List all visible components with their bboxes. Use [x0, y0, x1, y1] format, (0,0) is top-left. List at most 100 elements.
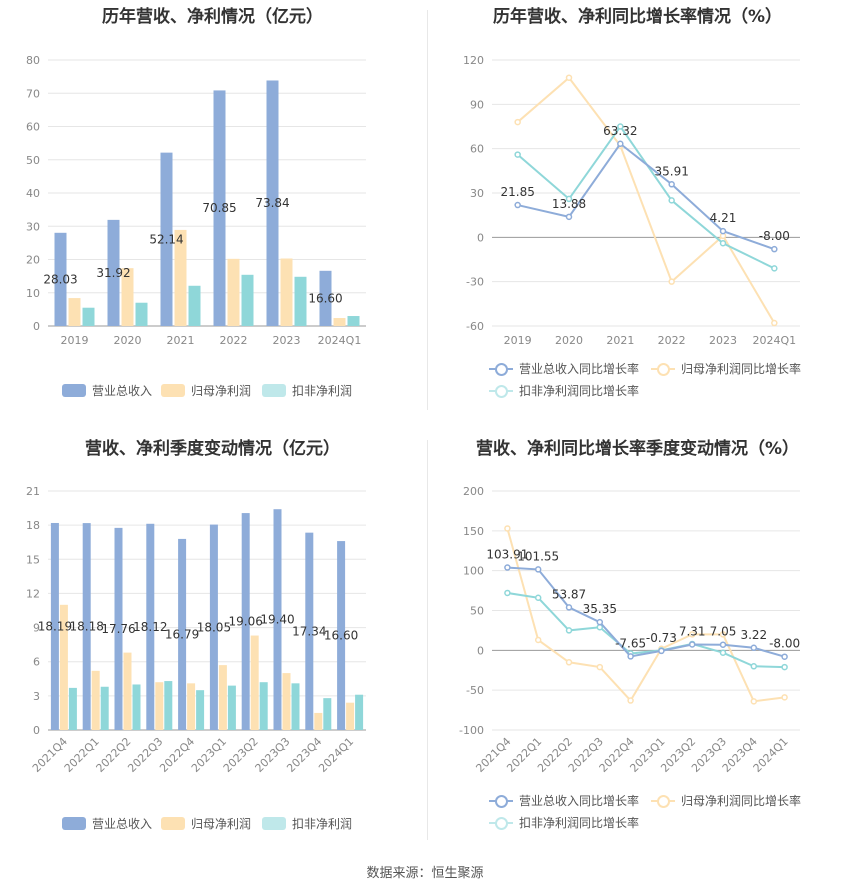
x-tick-label: 2021 — [167, 334, 195, 347]
data-point — [781, 653, 788, 660]
x-tick-label: 2021 — [606, 334, 634, 347]
data-point — [565, 604, 573, 611]
y-tick-label: 70 — [26, 87, 40, 100]
chart-quarterly-growth-rate: 营收、净利同比增长率季度变动情况（%） -100 -50 0 50 100 150 200 2… — [425, 430, 850, 860]
bar — [188, 285, 201, 326]
legend-swatch — [489, 816, 513, 830]
data-label: 18.19 — [38, 619, 72, 633]
data-label: 17.34 — [292, 624, 326, 638]
bar — [59, 604, 68, 730]
bar — [121, 268, 134, 326]
data-point — [596, 663, 604, 671]
legend-item-revenue-growth[interactable]: 营业总收入同比增长率 — [489, 360, 639, 377]
legend-item-deducted-growth[interactable]: 扣非净利润同比增长率 — [489, 814, 639, 831]
bar — [227, 258, 240, 326]
data-point — [688, 631, 696, 638]
legend-item-deducted-growth[interactable]: 扣非净利润同比增长率 — [489, 382, 639, 399]
bar — [347, 316, 360, 326]
data-point — [781, 663, 788, 671]
legend-swatch — [62, 384, 86, 397]
data-label: 28.03 — [43, 272, 77, 286]
data-point — [534, 636, 542, 644]
legend-item-deducted-profit[interactable]: 扣非净利润 — [262, 815, 352, 832]
legend-swatch — [489, 362, 513, 376]
y-tick-label: 200 — [463, 485, 484, 498]
data-point — [617, 140, 624, 148]
data-label: 18.05 — [197, 620, 231, 634]
legend-swatch — [161, 384, 185, 397]
y-tick-label: 80 — [26, 54, 40, 67]
legend-item-deducted-profit[interactable]: 扣非净利润 — [262, 382, 352, 399]
y-tick-label: 150 — [463, 525, 484, 538]
bar — [241, 274, 254, 326]
data-point — [596, 618, 604, 626]
legend-item-net-profit[interactable]: 归母净利润 — [161, 815, 251, 832]
legend-swatch — [262, 384, 286, 397]
y-tick-label: 18 — [26, 519, 40, 532]
data-label: -8.00 — [769, 637, 800, 651]
x-tick-label: 2022 — [658, 334, 686, 347]
data-point — [771, 265, 778, 272]
y-tick-label: 30 — [470, 187, 484, 200]
data-point — [750, 644, 758, 652]
data-label: 63.32 — [603, 124, 637, 138]
data-label: 16.60 — [324, 629, 358, 643]
bar — [209, 524, 218, 730]
chart-quarterly-revenue-profit: 营收、净利季度变动情况（亿元） 0 3 6 9 12 15 18 21 2021Q4 2022Q1… — [0, 430, 425, 860]
data-label: 21.85 — [500, 185, 534, 199]
legend-swatch — [489, 794, 513, 808]
data-label: 73.84 — [255, 196, 289, 210]
bar — [174, 229, 187, 326]
chart-annual-growth-rate: 历年营收、净利同比增长率情况（%） -60 -30 0 30 60 90 120 2019 20… — [425, 0, 850, 430]
data-point — [534, 566, 542, 573]
legend-item-net-profit-growth[interactable]: 归母净利润同比增长率 — [651, 360, 801, 377]
bar — [323, 698, 332, 730]
data-point — [658, 647, 665, 655]
legend-label: 归母净利润同比增长率 — [681, 794, 802, 808]
legend-item-revenue[interactable]: 营业总收入 — [62, 815, 152, 832]
bar — [123, 652, 132, 730]
bar — [164, 681, 173, 730]
series-line — [506, 528, 785, 703]
data-point — [514, 118, 521, 126]
y-tick-label: 30 — [26, 220, 40, 233]
y-tick-label: 0 — [33, 320, 40, 333]
bar — [82, 307, 95, 326]
data-label: 18.12 — [133, 620, 167, 634]
data-point — [627, 697, 634, 704]
y-tick-label: 0 — [33, 724, 40, 737]
legend-swatch — [262, 817, 286, 830]
data-label: 7.31 — [679, 625, 706, 639]
legend-item-revenue[interactable]: 营业总收入 — [62, 382, 152, 399]
legend-label: 归母净利润 — [191, 817, 252, 831]
bar — [355, 694, 364, 730]
legend-swatch — [651, 794, 675, 808]
chart-title: 历年营收、净利同比增长率情况（%） — [492, 7, 783, 27]
legend-item-net-profit-growth[interactable]: 归母净利润同比增长率 — [651, 792, 801, 809]
x-tick-label: 2024Q1 — [316, 735, 356, 775]
data-label: 7.05 — [710, 625, 737, 639]
bar — [100, 686, 109, 730]
data-point — [719, 631, 727, 638]
bar — [132, 684, 141, 730]
series-line — [507, 591, 785, 669]
bar — [250, 635, 259, 730]
y-tick-label: 0 — [477, 644, 484, 657]
y-tick-label: -50 — [466, 684, 484, 697]
bar — [68, 687, 77, 730]
legend-label: 营业总收入 — [92, 817, 153, 831]
data-point — [514, 201, 521, 209]
legend-item-revenue-growth[interactable]: 营业总收入同比增长率 — [489, 792, 639, 809]
bar — [146, 523, 155, 730]
data-label: 4.21 — [710, 211, 737, 225]
bar — [178, 538, 187, 730]
legend-label: 营业总收入 — [92, 384, 153, 398]
data-point — [514, 151, 521, 158]
legend-item-net-profit[interactable]: 归母净利润 — [161, 382, 251, 399]
bar — [160, 152, 173, 326]
bar — [314, 712, 323, 730]
y-tick-label: 40 — [26, 187, 40, 200]
y-tick-label: 12 — [26, 587, 40, 600]
bar — [135, 302, 148, 326]
y-tick-label: 9 — [33, 622, 40, 635]
